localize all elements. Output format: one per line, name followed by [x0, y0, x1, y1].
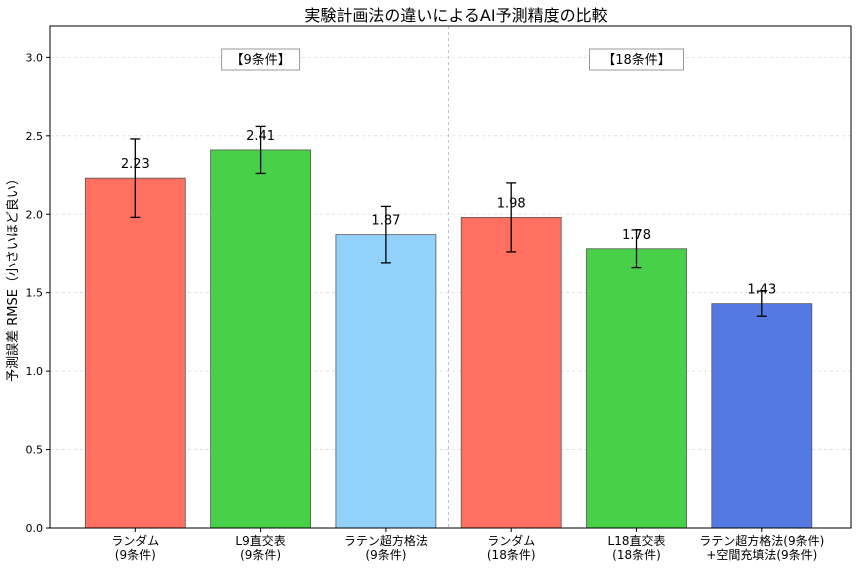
bars: [84, 149, 813, 529]
y-tick-label: 1.0: [26, 365, 44, 378]
y-tick-label: 0.5: [26, 444, 44, 457]
x-tick-label: L18直交表: [608, 533, 666, 548]
x-tick-label: ラテン超方格法(9条件): [699, 533, 824, 548]
group-label: 【18条件】: [602, 52, 671, 68]
y-tick-label: 3.0: [26, 51, 44, 64]
data-label: 1.43: [747, 283, 776, 298]
plot-frame: [49, 25, 852, 529]
x-tick-label: ランダム: [487, 533, 535, 548]
group-label-box: [589, 48, 684, 71]
bar: [460, 216, 562, 529]
x-tick-label: +空間充填法(9条件): [706, 547, 817, 562]
x-tick-label: (9条件): [365, 548, 406, 562]
group-labels: 【9条件】 【18条件】: [221, 48, 684, 71]
x-tick-label: ラテン超方格法: [344, 533, 428, 548]
x-tick-label: (18条件): [612, 548, 661, 562]
bar: [335, 234, 437, 529]
x-tick-label: (9条件): [240, 548, 281, 562]
chart-title: 実験計画法の違いによるAI予測精度の比較: [304, 6, 607, 25]
y-axis-label: 予測誤差 RMSE（小さいほど良い）: [5, 172, 21, 382]
x-tick-label: ランダム: [111, 533, 159, 548]
group-label: 【9条件】: [230, 52, 290, 68]
data-label: 1.87: [371, 214, 400, 229]
data-label: 1.98: [497, 196, 526, 211]
group-label-box: [221, 48, 301, 71]
y-tick-label: 2.5: [26, 130, 44, 143]
bar: [210, 149, 312, 529]
data-label: 1.78: [622, 228, 651, 243]
axes: 0.00.51.01.52.02.53.0ランダム(9条件)L9直交表(9条件)…: [26, 25, 852, 562]
data-label: 2.41: [246, 129, 275, 144]
data-labels: 2.23 2.41 1.87 1.98 1.78 1.43: [121, 129, 776, 298]
y-tick-label: 1.5: [26, 287, 44, 300]
x-tick-label: L9直交表: [235, 533, 285, 548]
bar: [84, 177, 186, 529]
error-bars: [130, 125, 767, 317]
x-tick-label: (18条件): [487, 548, 536, 562]
data-label: 2.23: [121, 157, 150, 172]
bar: [711, 303, 813, 529]
y-tick-label: 2.0: [26, 208, 44, 221]
x-tick-label: (9条件): [115, 548, 156, 562]
y-tick-label: 0.0: [26, 522, 44, 535]
bar: [586, 248, 687, 529]
